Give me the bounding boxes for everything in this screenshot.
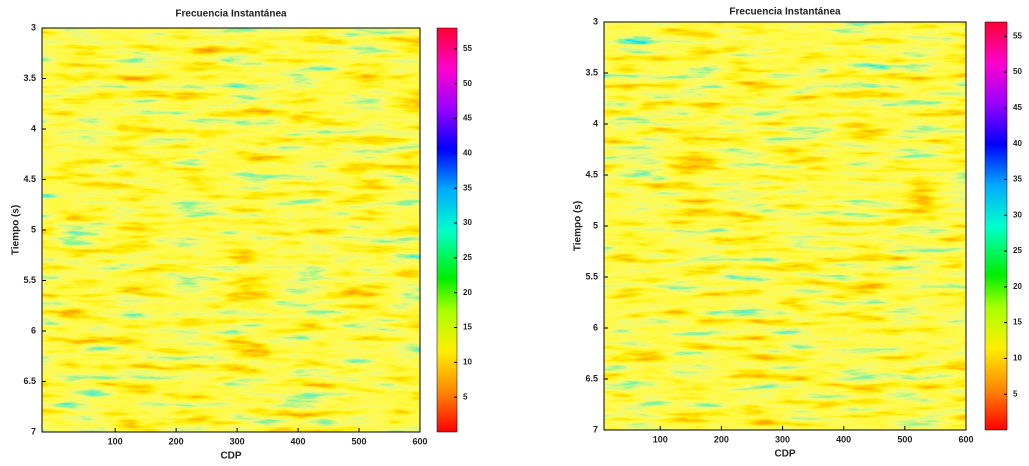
y-tick-label: 4.5 <box>585 169 598 179</box>
colorbar-tick-label: 15 <box>463 323 472 332</box>
colorbar-tick-label: 35 <box>1013 175 1022 184</box>
chart-title: Frecuencia Instantánea <box>729 7 841 18</box>
colorbar-tick-label: 35 <box>463 183 472 192</box>
colorbar-tick-label: 30 <box>1013 210 1022 219</box>
y-tick-label: 6 <box>31 325 36 335</box>
y-tick-label: 6 <box>593 322 598 332</box>
colorbar-tick-label: 40 <box>463 148 472 157</box>
x-tick-label: 100 <box>108 436 123 446</box>
x-tick-label: 500 <box>352 436 367 446</box>
y-tick-label: 5.5 <box>585 271 598 281</box>
colorbar-tick-label: 50 <box>463 79 472 88</box>
seismic-image <box>604 22 966 430</box>
colorbar-tick-label: 40 <box>1013 139 1022 148</box>
y-axis-label: Tiempo (s) <box>11 205 22 255</box>
colorbar-tick-label: 5 <box>1013 389 1018 398</box>
colorbar-tick-label: 5 <box>463 392 468 401</box>
x-tick-label: 100 <box>653 434 668 444</box>
colorbar <box>436 27 458 433</box>
y-tick-label: 6.5 <box>585 373 598 383</box>
colorbar-tick-label: 45 <box>463 114 472 123</box>
y-tick-label: 3 <box>593 16 598 26</box>
x-tick-label: 600 <box>412 436 427 446</box>
x-tick-label: 200 <box>714 434 729 444</box>
colorbar-tick-label: 55 <box>1013 31 1022 40</box>
x-axis-label: CDP <box>220 451 241 462</box>
y-tick-label: 5 <box>31 224 36 234</box>
y-tick-label: 4.5 <box>23 174 36 184</box>
y-tick-label: 3 <box>31 22 36 32</box>
colorbar <box>984 21 1008 431</box>
x-tick-label: 200 <box>169 436 184 446</box>
y-tick-label: 4 <box>593 118 598 128</box>
colorbar-tick-label: 30 <box>463 218 472 227</box>
y-tick-label: 7 <box>593 424 598 434</box>
colorbar-tick-label: 20 <box>1013 282 1022 291</box>
seismic-image <box>42 28 420 432</box>
y-tick-label: 6.5 <box>23 376 36 386</box>
x-tick-label: 300 <box>775 434 790 444</box>
y-tick-label: 5 <box>593 220 598 230</box>
x-tick-label: 300 <box>230 436 245 446</box>
colorbar-tick-label: 45 <box>1013 103 1022 112</box>
x-tick-label: 400 <box>836 434 851 444</box>
y-tick-label: 5.5 <box>23 275 36 285</box>
colorbar-tick-label: 50 <box>1013 67 1022 76</box>
colorbar-tick-label: 20 <box>463 288 472 297</box>
y-tick-label: 3.5 <box>585 67 598 77</box>
y-tick-label: 3.5 <box>23 73 36 83</box>
colorbar-tick-label: 25 <box>1013 246 1022 255</box>
colorbar-tick-label: 25 <box>463 253 472 262</box>
y-axis-label: Tiempo (s) <box>573 201 584 251</box>
chart-title: Frecuencia Instantánea <box>175 9 287 20</box>
x-tick-label: 600 <box>958 434 973 444</box>
colorbar-tick-label: 10 <box>1013 354 1022 363</box>
colorbar-tick-label: 10 <box>463 357 472 366</box>
x-tick-label: 500 <box>897 434 912 444</box>
y-tick-label: 7 <box>31 426 36 436</box>
y-tick-label: 4 <box>31 123 36 133</box>
x-tick-label: 400 <box>291 436 306 446</box>
colorbar-tick-label: 55 <box>463 44 472 53</box>
x-axis-label: CDP <box>774 449 795 460</box>
colorbar-tick-label: 15 <box>1013 318 1022 327</box>
